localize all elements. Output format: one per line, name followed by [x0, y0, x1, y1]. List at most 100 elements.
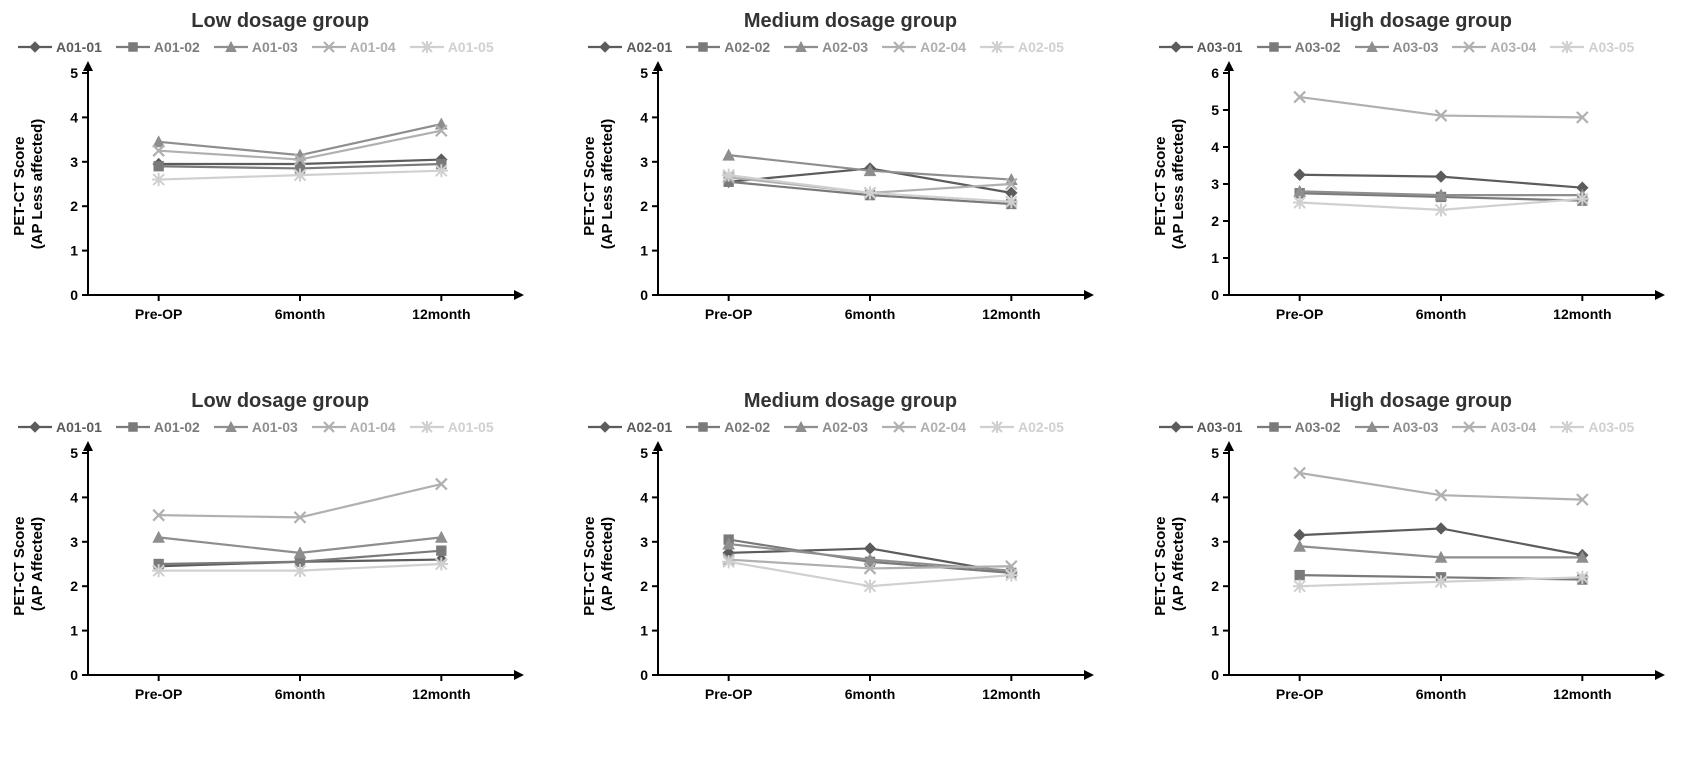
x-tick-label: 12month — [1553, 306, 1611, 322]
ylabel-line2: (AP Affected) — [1170, 516, 1187, 610]
y-tick-label: 0 — [70, 287, 78, 303]
y-tick-label: 2 — [1211, 213, 1219, 229]
legend-label: A03-01 — [1197, 39, 1243, 55]
data-marker — [1434, 575, 1447, 588]
x-tick-label: Pre-OP — [705, 686, 752, 702]
plot-area: PET-CT Score (AP Affected) 012345Pre-OP6… — [10, 439, 530, 719]
legend-label: A01-04 — [350, 419, 396, 435]
legend-item: A02-04 — [882, 419, 966, 435]
plot-area: PET-CT Score (AP Less affected) 0123456P… — [1151, 59, 1671, 339]
ylabel-line1: PET-CT Score — [11, 516, 28, 615]
legend-item: A03-04 — [1452, 39, 1536, 55]
legend-label: A03-03 — [1393, 39, 1439, 55]
data-marker — [293, 564, 306, 577]
legend-label: A03-05 — [1588, 419, 1634, 435]
data-marker — [154, 162, 163, 171]
y-tick-label: 1 — [641, 622, 649, 638]
legend-item: A02-01 — [588, 39, 672, 55]
data-marker — [1005, 568, 1018, 581]
legend-label: A02-04 — [920, 419, 966, 435]
y-tick-label: 3 — [70, 154, 78, 170]
data-marker — [1294, 529, 1305, 540]
y-tick-label: 0 — [641, 667, 649, 683]
legend-label: A01-01 — [56, 39, 102, 55]
x-tick-label: 12month — [412, 686, 470, 702]
y-tick-label: 0 — [1211, 667, 1219, 683]
ylabel-line2: (AP Less affected) — [29, 119, 46, 250]
x-tick-label: 6month — [845, 306, 896, 322]
data-marker — [722, 169, 735, 182]
series-line — [159, 484, 442, 517]
x-tick-label: 6month — [1415, 686, 1466, 702]
data-marker — [1295, 570, 1304, 579]
ylabel-line2: (AP Affected) — [29, 516, 46, 610]
legend-label: A01-03 — [252, 419, 298, 435]
y-tick-label: 1 — [641, 243, 649, 259]
y-tick-label: 4 — [70, 109, 78, 125]
data-marker — [722, 555, 735, 568]
legend-label: A01-05 — [448, 39, 494, 55]
y-tick-label: 6 — [1211, 65, 1219, 81]
legend-item: A02-04 — [882, 39, 966, 55]
legend-label: A01-01 — [56, 419, 102, 435]
panel-title: High dosage group — [1151, 390, 1691, 413]
legend-item: A01-05 — [410, 39, 494, 55]
legend-item: A01-01 — [18, 39, 102, 55]
legend-item: A03-03 — [1355, 419, 1439, 435]
legend-item: A02-01 — [588, 419, 672, 435]
ylabel-line2: (AP Less affected) — [1170, 119, 1187, 250]
chart-panel: Low dosage group A01-01 A01-02 A01-03 A0… — [10, 390, 550, 752]
y-tick-label: 3 — [70, 533, 78, 549]
legend-label: A01-05 — [448, 419, 494, 435]
plot-area: PET-CT Score (AP Affected) 012345Pre-OP6… — [580, 439, 1100, 719]
x-tick-label: 12month — [982, 686, 1040, 702]
x-tick-label: Pre-OP — [705, 306, 752, 322]
ylabel-line1: PET-CT Score — [1152, 136, 1169, 235]
legend-label: A02-01 — [626, 39, 672, 55]
y-tick-label: 3 — [641, 533, 649, 549]
svg-text:PET-CT Score (AP A: PET-CT Score (AP Affected) — [11, 512, 46, 615]
legend-item: A02-03 — [784, 39, 868, 55]
y-tick-label: 0 — [1211, 287, 1219, 303]
legend-item: A01-04 — [312, 419, 396, 435]
data-marker — [864, 186, 877, 199]
legend-item: A01-03 — [214, 39, 298, 55]
ylabel-line2: (AP Less affected) — [599, 119, 616, 250]
legend-item: A01-04 — [312, 39, 396, 55]
chart-panel: Medium dosage group A02-01 A02-02 A02-03… — [580, 10, 1120, 372]
ylabel-line1: PET-CT Score — [581, 516, 598, 615]
legend-label: A03-05 — [1588, 39, 1634, 55]
legend: A03-01 A03-02 A03-03 A03-04 A03-05 — [1151, 39, 1691, 55]
ylabel-line1: PET-CT Score — [581, 136, 598, 235]
legend-label: A03-02 — [1295, 39, 1341, 55]
data-marker — [437, 546, 446, 555]
x-tick-label: 6month — [275, 686, 326, 702]
legend-item: A03-04 — [1452, 419, 1536, 435]
data-marker — [1294, 169, 1305, 180]
legend-label: A03-02 — [1295, 419, 1341, 435]
legend-item: A01-03 — [214, 419, 298, 435]
x-tick-label: Pre-OP — [135, 686, 182, 702]
legend: A02-01 A02-02 A02-03 A02-04 A02-05 — [580, 39, 1120, 55]
chart-panel: High dosage group A03-01 A03-02 A03-03 A… — [1151, 390, 1691, 752]
y-tick-label: 1 — [1211, 622, 1219, 638]
legend-label: A02-05 — [1018, 419, 1064, 435]
svg-text:PET-CT Score (AP A: PET-CT Score (AP Affected) — [581, 512, 616, 615]
x-tick-label: 12month — [1553, 686, 1611, 702]
data-marker — [1575, 192, 1588, 205]
y-tick-label: 3 — [641, 154, 649, 170]
legend-item: A02-02 — [686, 39, 770, 55]
y-tick-label: 4 — [70, 489, 78, 505]
data-marker — [1005, 195, 1018, 208]
x-tick-label: 6month — [845, 686, 896, 702]
data-marker — [865, 542, 876, 553]
legend-label: A01-03 — [252, 39, 298, 55]
y-tick-label: 4 — [641, 489, 649, 505]
y-tick-label: 5 — [641, 65, 649, 81]
x-tick-label: 6month — [1415, 306, 1466, 322]
legend: A02-01 A02-02 A02-03 A02-04 A02-05 — [580, 419, 1120, 435]
legend-item: A03-05 — [1550, 39, 1634, 55]
svg-text:PET-CT Score (AP L: PET-CT Score (AP Less affected) — [11, 119, 46, 250]
data-marker — [435, 557, 448, 570]
data-marker — [1293, 579, 1306, 592]
